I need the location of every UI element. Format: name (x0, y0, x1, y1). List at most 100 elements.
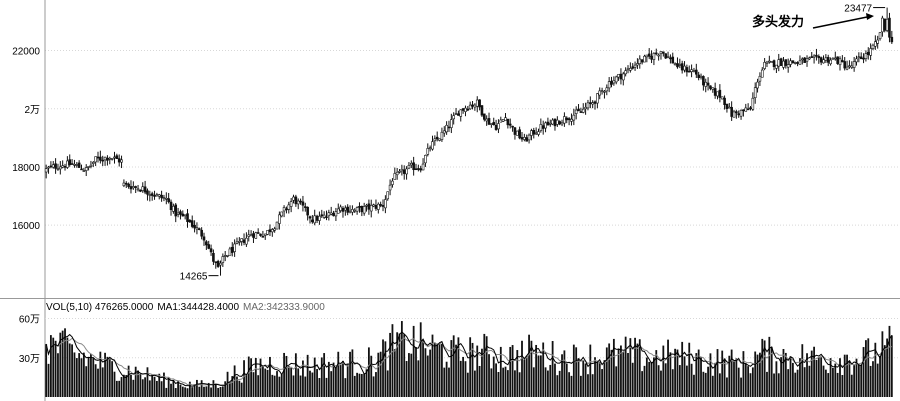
volume-bar (111, 361, 114, 397)
price-candle (746, 103, 750, 111)
price-candle (631, 63, 635, 70)
volume-bar (229, 381, 231, 397)
volume-bar (770, 346, 773, 397)
price-candle (546, 117, 550, 126)
price-candle (494, 119, 498, 131)
price-candle (296, 198, 300, 210)
price-candle (471, 100, 474, 110)
price-candle (718, 84, 722, 103)
volume-bar (653, 357, 655, 397)
price-candle (393, 167, 397, 180)
volume-bar (386, 370, 389, 397)
volume-bar (502, 367, 505, 397)
volume-bar (113, 371, 116, 397)
price-candle (812, 54, 816, 64)
volume-bar (123, 374, 125, 397)
price-candle (266, 230, 269, 236)
price-candle (751, 92, 755, 111)
volume-bar (848, 360, 851, 397)
price-candle (433, 135, 437, 146)
price-candle (841, 55, 844, 63)
price-candle (355, 206, 359, 215)
price-candle (713, 82, 717, 99)
price-candle (129, 180, 133, 194)
volume-bar (363, 373, 366, 397)
volume-bar (415, 347, 417, 397)
volume-bar (236, 376, 238, 397)
volume-bar (370, 355, 373, 397)
price-candle (230, 242, 234, 257)
price-candle (73, 159, 76, 168)
price-candle (739, 109, 743, 120)
volume-bar (636, 343, 639, 397)
volume-bar (495, 363, 497, 397)
price-candle (527, 133, 531, 144)
price-candle (504, 113, 507, 121)
volume-bar (714, 362, 717, 397)
volume-bar (506, 370, 509, 397)
price-candle (890, 30, 894, 44)
price-candle (885, 7, 889, 33)
price-candle (311, 215, 314, 224)
volume-bar (186, 388, 189, 397)
volume-bar (448, 367, 450, 397)
volume-bar (224, 381, 227, 397)
price-candle (63, 163, 67, 171)
volume-bar (59, 332, 62, 397)
price-candle (292, 194, 295, 204)
volume-bar (273, 375, 276, 397)
volume-bar (511, 345, 514, 397)
price-candle (852, 57, 856, 72)
volume-bar (342, 360, 344, 397)
price-candle (534, 127, 538, 135)
volume-bar (210, 387, 212, 397)
volume-bar (554, 363, 556, 397)
price-candle (263, 233, 267, 240)
volume-bar (492, 356, 495, 397)
volume-bar (650, 361, 653, 397)
volume-bar (419, 322, 422, 397)
volume-bar (106, 356, 109, 397)
volume-bar (565, 363, 568, 397)
volume-bar (751, 367, 754, 397)
volume-bar (855, 358, 858, 397)
volume-bar (775, 361, 778, 397)
volume-bar (45, 344, 48, 397)
volume-bar (163, 372, 165, 397)
volume-bar (97, 368, 99, 397)
price-candle (353, 208, 357, 214)
volume-bar (214, 384, 217, 397)
price-candle (650, 50, 653, 64)
volume-bar (466, 372, 469, 397)
volume-bar (278, 376, 281, 397)
volume-bar (304, 376, 307, 397)
price-candle (697, 71, 700, 81)
volume-bar (184, 387, 187, 397)
price-candle (70, 159, 74, 165)
price-candle (824, 54, 828, 63)
volume-bar (137, 370, 139, 397)
volume-bar (846, 354, 848, 397)
volume-bar (99, 351, 102, 397)
price-candle (612, 76, 616, 86)
volume-bar (528, 334, 530, 397)
volume-bar (351, 349, 354, 397)
price-candle (426, 143, 430, 157)
price-candle (749, 106, 752, 111)
price-candle (581, 103, 585, 114)
price-candle (598, 87, 602, 100)
volume-bar (768, 336, 771, 397)
volume-bar (596, 360, 599, 397)
volume-bar (443, 367, 446, 397)
price-candle (200, 227, 203, 240)
price-candle (572, 108, 576, 126)
volume-bar (245, 374, 248, 397)
price-candle (447, 120, 451, 132)
price-candle (400, 164, 404, 176)
volume-bar (773, 373, 775, 397)
price-candle (169, 199, 173, 216)
volume-bar (660, 370, 662, 397)
price-candle (878, 32, 882, 41)
low-label: 14265 (180, 272, 208, 283)
price-candle (146, 188, 149, 201)
